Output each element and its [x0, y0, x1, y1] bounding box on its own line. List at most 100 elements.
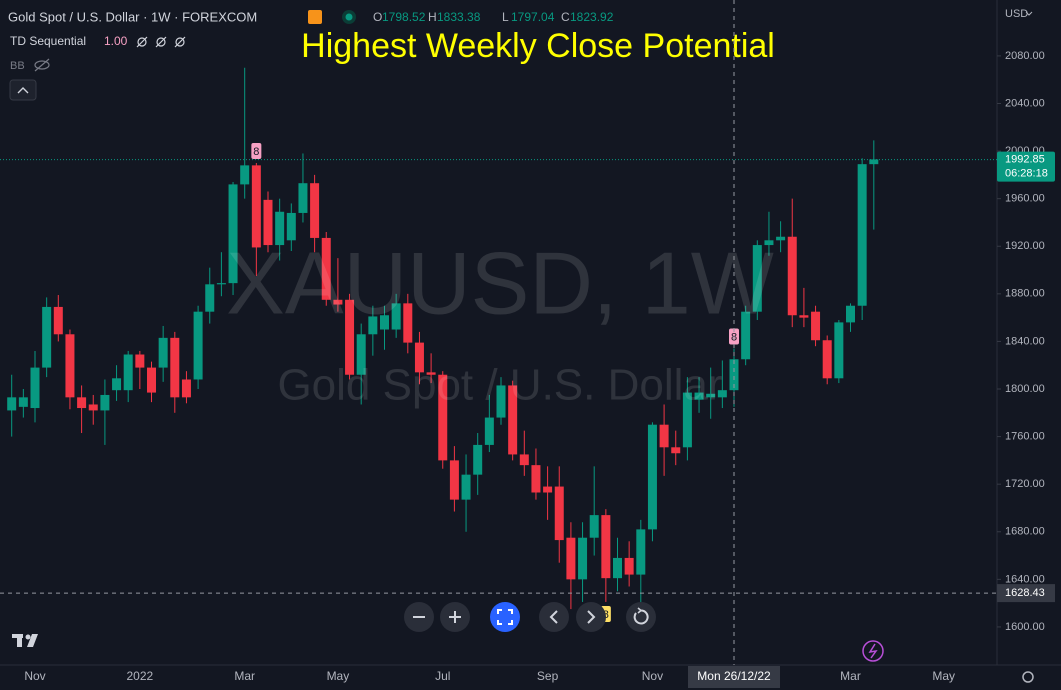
candle-body: [158, 337, 168, 368]
candle-body: [764, 240, 774, 246]
logo-part: [25, 634, 31, 640]
candle-body: [846, 305, 855, 323]
zoom-toolbar: [404, 602, 656, 632]
icon: [633, 609, 649, 625]
candle-body: [647, 424, 657, 530]
candle-body: [682, 392, 692, 448]
candle-body: [77, 397, 87, 409]
indicator-name: BB: [10, 60, 25, 72]
x-tick-label: Nov: [24, 669, 45, 683]
indicator-icons: [136, 36, 186, 48]
hidden-icon[interactable]: [34, 58, 50, 72]
candle-body: [869, 159, 879, 165]
y-tick-label: 1880.00: [1005, 288, 1045, 300]
candle-body: [356, 334, 366, 375]
icon: [156, 37, 166, 47]
crosshair-price-tag: [997, 584, 1055, 603]
plot-area: [7, 67, 879, 610]
icon: [34, 60, 50, 70]
candle-body: [741, 311, 751, 360]
x-tick-label: Nov: [642, 669, 663, 683]
candle-body: [275, 211, 285, 246]
icon: [1025, 11, 1033, 16]
logo-part: [17, 634, 22, 647]
candle-body: [53, 306, 63, 335]
tv-logo[interactable]: [12, 634, 38, 647]
candle-body: [787, 236, 797, 316]
candle-body: [519, 454, 529, 466]
candle-body: [589, 515, 599, 538]
y-tick-label: 1840.00: [1005, 335, 1045, 347]
ohlc-value: 1797.04: [511, 10, 555, 24]
candle-body: [566, 537, 576, 580]
y-tick-label: 1920.00: [1005, 240, 1045, 252]
candle-body: [240, 165, 250, 185]
icon: [175, 37, 185, 47]
candle-body: [368, 316, 378, 335]
candle-body: [554, 486, 564, 541]
x-tick-label: May: [932, 669, 955, 683]
flag-icon[interactable]: [308, 10, 322, 24]
candle-body: [578, 537, 588, 580]
candle-body: [216, 283, 226, 285]
candle-body: [42, 306, 52, 368]
icon: [136, 36, 148, 48]
y-tick-label: 2040.00: [1005, 97, 1045, 109]
icon: [174, 36, 186, 48]
crosshair-date-tag: [688, 666, 780, 688]
ohlc-letter: L: [502, 10, 509, 24]
candle-body: [484, 417, 494, 445]
y-tick-label: 1800.00: [1005, 383, 1045, 395]
settings-icon[interactable]: [1022, 671, 1034, 683]
candle-body: [624, 557, 634, 575]
crosshair-date-label: Mon 26/12/22: [697, 669, 771, 683]
scroll-right-button[interactable]: [576, 602, 606, 632]
price-axis: 1600.00 1640.00 1680.00 1720.00 1760.00 1800.…: [997, 50, 1045, 633]
candle-body: [147, 367, 156, 393]
market-status-dot: [345, 13, 353, 21]
candle-body: [193, 311, 203, 380]
currency-label[interactable]: USD: [1005, 8, 1028, 20]
ohlc-letter: C: [561, 10, 570, 24]
icon: [637, 607, 643, 614]
candle-body: [135, 354, 145, 368]
ohlc-value: 1833.38: [437, 10, 481, 24]
candle-body: [414, 342, 424, 373]
alert-icon[interactable]: [862, 640, 884, 662]
candle-body: [345, 299, 355, 375]
candle-body: [286, 212, 296, 241]
icon: [868, 643, 878, 659]
icon: [137, 37, 147, 47]
candle-body: [717, 390, 727, 398]
candle-body: [449, 460, 459, 500]
candle-body: [123, 354, 133, 391]
candle-body: [333, 299, 343, 305]
x-tick-label: Mar: [840, 669, 861, 683]
y-tick-label: 2080.00: [1005, 50, 1045, 62]
last-price-label: 1992.85: [1005, 153, 1045, 165]
candle-body: [426, 372, 436, 375]
reset-scale-button[interactable]: [490, 602, 520, 632]
symbol-title: Gold Spot / U.S. Dollar · 1W · FOREXCOM: [8, 9, 257, 24]
icon: [587, 610, 596, 624]
ohlc-value: 1798.52: [382, 10, 426, 24]
candle-body: [100, 394, 110, 411]
candle-body: [403, 303, 413, 343]
candle-body: [88, 404, 98, 411]
candle-body: [834, 322, 844, 379]
candle-body: [170, 337, 180, 398]
candle-body: [438, 374, 448, 461]
scroll-left-button[interactable]: [539, 602, 569, 632]
candle-body: [671, 447, 681, 454]
candle-body: [205, 284, 215, 312]
last-price-tag: [997, 151, 1055, 182]
candle-body: [706, 393, 716, 398]
candle-body: [228, 184, 238, 284]
candle-body: [822, 340, 832, 379]
collapse-button[interactable]: [9, 79, 37, 101]
ohlc-value: 1823.92: [570, 10, 614, 24]
candle-body: [30, 367, 40, 409]
candle-body: [636, 529, 646, 575]
reset-button[interactable]: [626, 602, 656, 632]
